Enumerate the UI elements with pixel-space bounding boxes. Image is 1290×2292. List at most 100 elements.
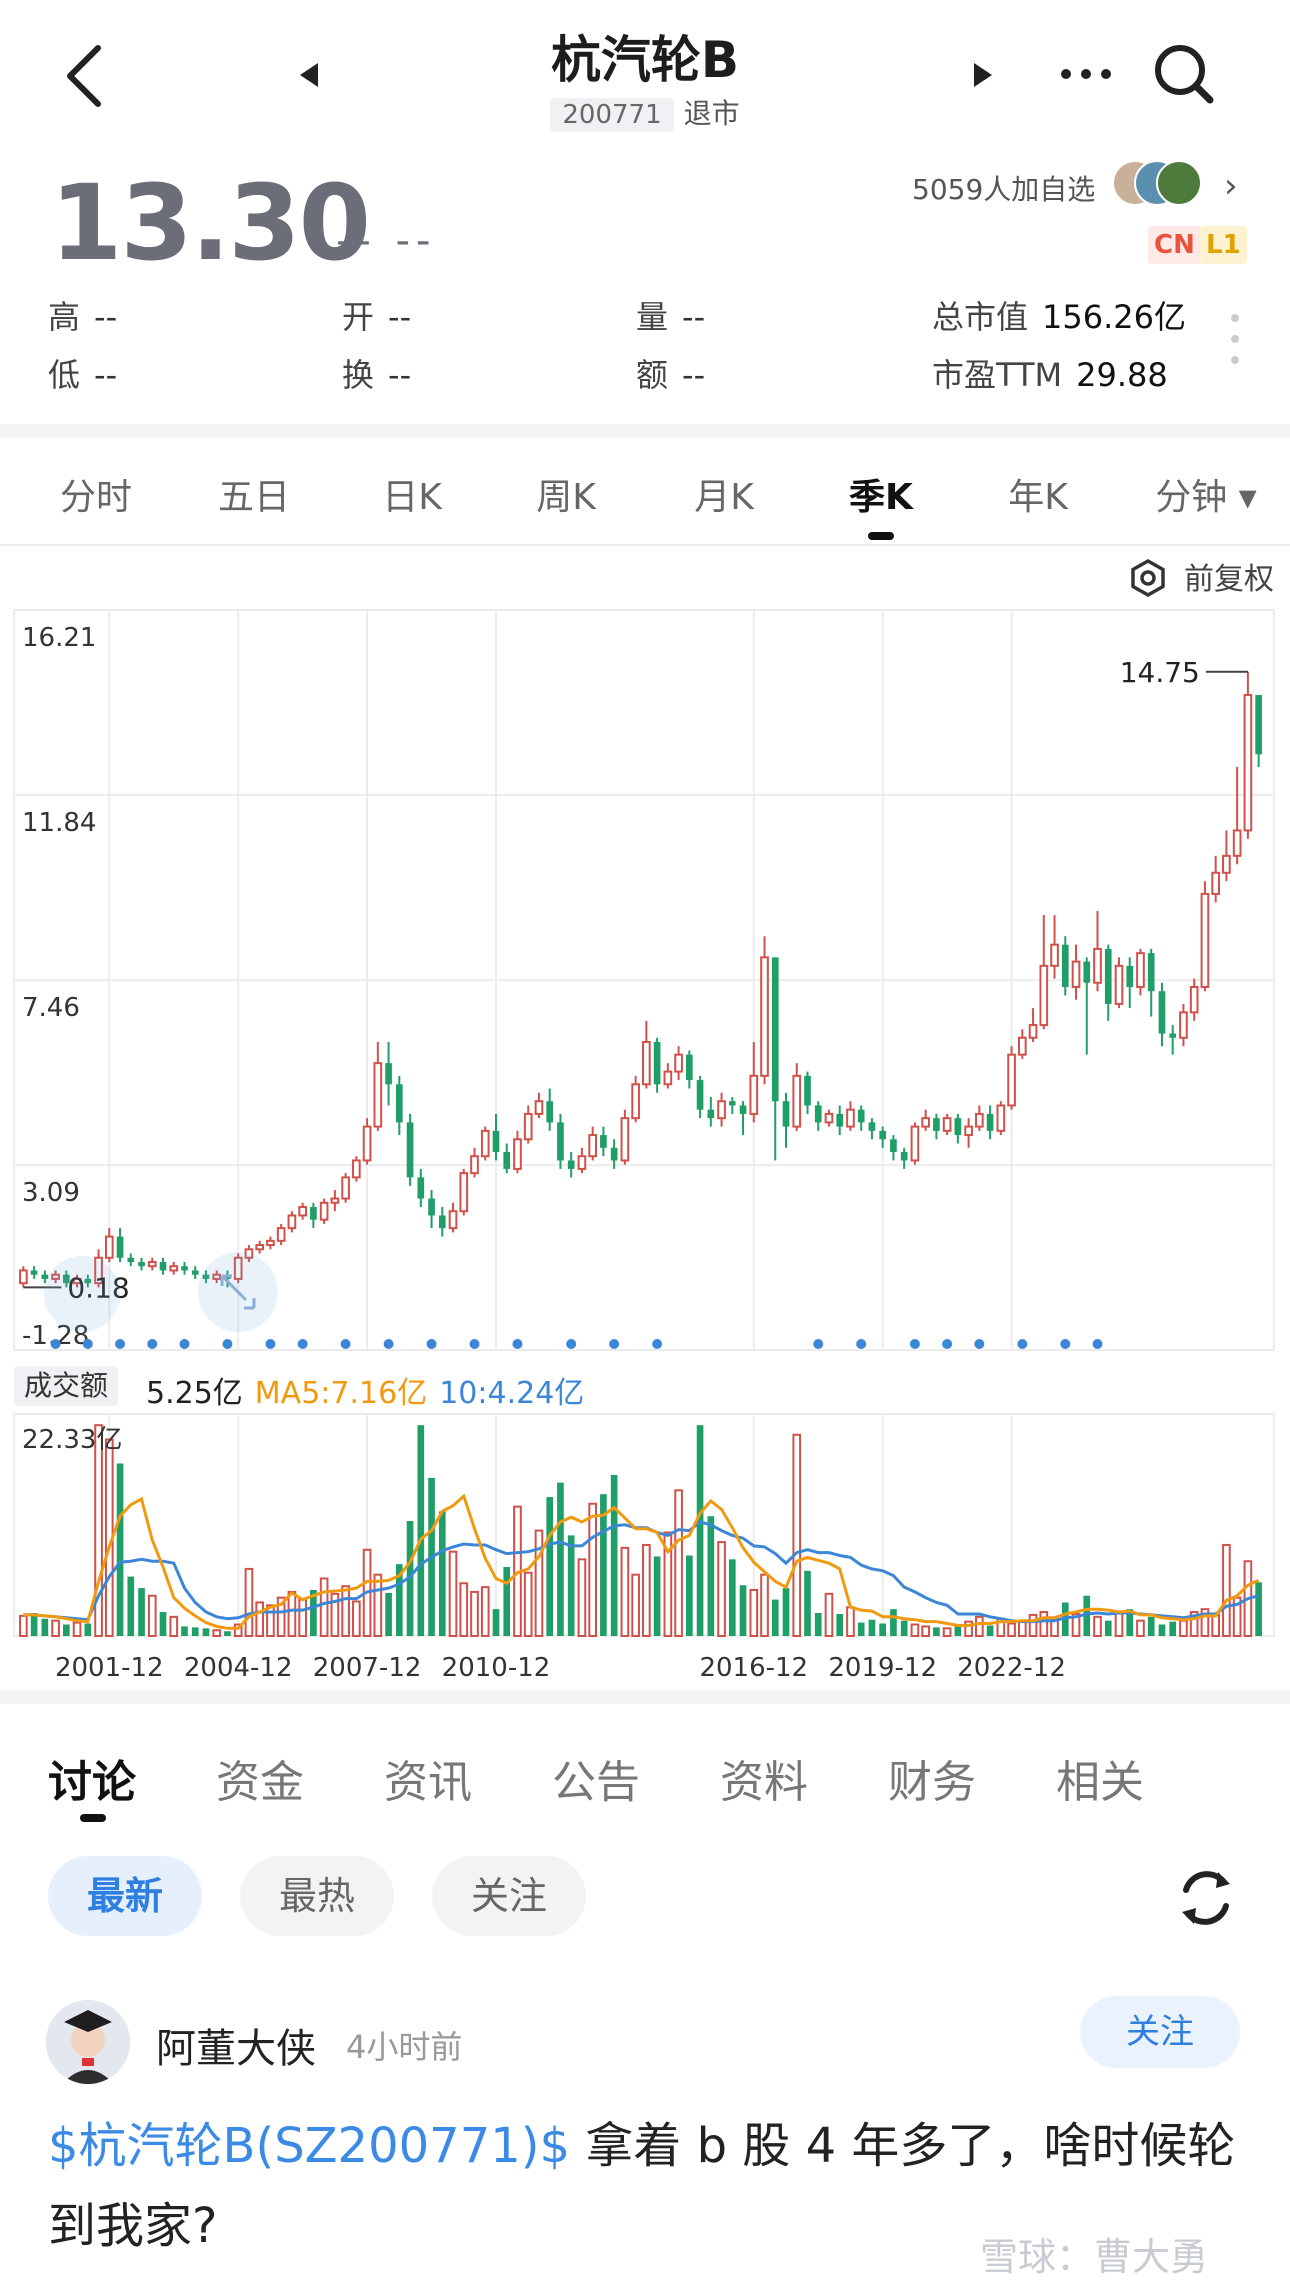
tab-five-day[interactable]: 五日 <box>217 477 290 518</box>
price-adjust-toggle[interactable]: 前复权 <box>1184 562 1274 597</box>
tab-minute[interactable]: 分钟 ▾ <box>1155 477 1257 518</box>
expand-stats-icon[interactable] <box>1230 312 1240 366</box>
candle <box>546 1101 554 1123</box>
chart-annotations: 14.75 0.18 <box>23 656 1248 1332</box>
candle <box>72 1277 82 1285</box>
min-price-label: 0.18 <box>67 1271 129 1304</box>
stat-pe-ttm: 市盈TTM 29.88 <box>932 350 1168 396</box>
volume-bar <box>470 1590 479 1637</box>
candle <box>686 1054 693 1081</box>
post-body[interactable]: $杭汽轮B(SZ200771)$ 拿着 b 股 4 年多了，啥时候轮到我家? <box>48 2106 1248 2266</box>
volume-bar <box>224 1631 231 1636</box>
avatar <box>1156 160 1202 206</box>
candle <box>804 1075 811 1106</box>
filter-following[interactable]: 关注 <box>432 1856 586 1936</box>
event-marker <box>1092 1339 1103 1349</box>
stat-value: -- <box>388 356 412 394</box>
volume-bar <box>63 1624 70 1636</box>
candle <box>739 1105 747 1114</box>
volume-bar <box>620 1546 630 1638</box>
follow-button[interactable]: 关注 <box>1080 1996 1240 2068</box>
event-marker <box>1017 1339 1028 1349</box>
author-avatar-icon <box>46 2000 130 2084</box>
candle <box>954 1118 962 1136</box>
follower-avatars[interactable] <box>1112 160 1202 208</box>
turnover-current: 5.25亿 <box>146 1376 243 1411</box>
volume-bar <box>879 1623 887 1636</box>
volume-bar <box>717 1541 726 1638</box>
filter-latest[interactable]: 最新 <box>48 1856 202 1936</box>
stock-mention-link[interactable]: $杭汽轮B(SZ200771)$ <box>48 2118 571 2174</box>
volume-bar <box>298 1598 307 1638</box>
tab-news[interactable]: 资讯 <box>384 1757 472 1808</box>
tab-quarterly-k[interactable]: 季K <box>849 477 913 518</box>
volume-bar <box>1114 1611 1124 1638</box>
filter-hottest[interactable]: 最热 <box>240 1856 394 1936</box>
previous-stock-icon[interactable] <box>292 58 326 92</box>
search-icon[interactable] <box>1150 40 1218 108</box>
event-marker <box>426 1339 437 1349</box>
volume-bar <box>739 1585 747 1636</box>
volume-bar <box>610 1474 618 1636</box>
turnover-title[interactable]: 成交额 <box>14 1366 119 1406</box>
candle <box>653 1041 661 1085</box>
candle <box>104 1235 114 1259</box>
candle <box>233 1256 243 1280</box>
candle <box>1126 965 1134 987</box>
volume-bar <box>1179 1619 1188 1638</box>
candle <box>51 1273 60 1280</box>
candle <box>1050 943 1059 967</box>
tab-funds[interactable]: 资金 <box>216 1757 304 1808</box>
tab-intraday[interactable]: 分时 <box>59 477 132 518</box>
x-tick-label: 2022-12 <box>957 1653 1066 1683</box>
volume-bar <box>814 1612 822 1636</box>
expand-arrows-icon <box>220 1274 256 1310</box>
volume-bar <box>19 1614 28 1638</box>
stat-label: 开 <box>342 298 375 336</box>
tab-monthly-k[interactable]: 月K <box>694 477 754 518</box>
tab-announcements[interactable]: 公告 <box>552 1757 640 1808</box>
refresh-icon[interactable] <box>1172 1864 1240 1932</box>
avatar[interactable] <box>46 2000 130 2084</box>
event-marker <box>50 1339 61 1349</box>
volume-bar <box>147 1594 157 1638</box>
x-tick-label: 2019-12 <box>828 1653 937 1683</box>
tab-profile[interactable]: 资料 <box>720 1757 808 1808</box>
chevron-right-icon[interactable]: › <box>1224 166 1238 206</box>
candle <box>287 1214 297 1230</box>
candle <box>728 1101 736 1106</box>
more-icon[interactable] <box>1056 56 1116 92</box>
event-marker <box>566 1339 577 1349</box>
candle <box>406 1122 414 1178</box>
candle <box>19 1269 28 1285</box>
tab-related[interactable]: 相关 <box>1056 1757 1144 1808</box>
stat-label: 高 <box>48 298 81 336</box>
back-icon[interactable] <box>58 40 118 110</box>
ma10-line <box>23 1520 1259 1624</box>
watchlist-count[interactable]: 5059人加自选 <box>912 173 1096 206</box>
volume-bar <box>212 1629 222 1637</box>
author-name[interactable]: 阿董大侠 <box>156 2026 316 2072</box>
candle <box>1071 960 1081 988</box>
tab-weekly-k[interactable]: 周K <box>536 477 596 518</box>
candle <box>438 1215 446 1229</box>
stat-label: 量 <box>636 298 669 336</box>
tab-daily-k[interactable]: 日K <box>382 477 442 518</box>
next-stock-icon[interactable] <box>966 58 1000 92</box>
volume-bar <box>557 1482 564 1636</box>
volume-bar <box>41 1618 49 1636</box>
volume-bar <box>523 1571 533 1638</box>
tab-discussion[interactable]: 讨论 <box>48 1757 136 1808</box>
tab-yearly-k[interactable]: 年K <box>1008 477 1068 518</box>
volume-bar <box>1007 1622 1016 1637</box>
volume-bar <box>159 1612 167 1636</box>
tab-financials[interactable]: 财务 <box>888 1757 976 1808</box>
stat-low: 低 -- <box>48 350 117 396</box>
candle <box>169 1265 179 1272</box>
settings-icon[interactable] <box>1128 558 1168 598</box>
candle <box>814 1105 822 1123</box>
volume-bar <box>975 1615 984 1638</box>
candle <box>310 1206 317 1220</box>
